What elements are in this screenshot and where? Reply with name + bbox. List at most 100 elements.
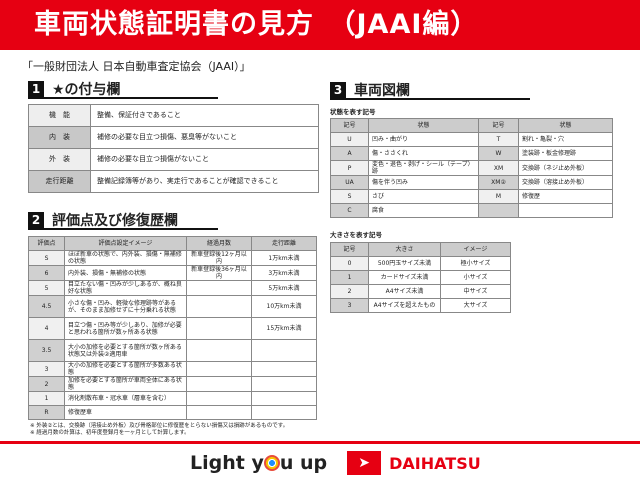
table-cell: 2 [330,284,369,299]
section-number: 3 [330,81,346,98]
table-cell: U [330,132,369,147]
table-cell: 中サイズ [440,284,511,299]
table-cell: 機 能 [28,104,91,127]
table-cell: 新車登録後12ヶ月以内 [186,250,252,266]
table-cell: 15万km未満 [251,317,317,340]
section-3-heading: 3 車両図欄 [330,81,530,100]
table-row: 5 目立たない傷・凹みが少しあるが、概ね良好な状態 5万km未満 [28,280,317,296]
table-cell: 5 [28,280,65,296]
table-cell: XM [478,160,519,176]
table-cell: 塗装跡・板金修理跡 [518,146,613,161]
star-criteria-table: 機 能整備、保証付きであること内 装補修の必要な目立つ損傷、悪臭等がないこと外 … [28,104,319,193]
table-cell [518,203,613,218]
table-cell: M [478,189,519,204]
table-cell [251,391,317,406]
daihatsu-mark-icon: ➤ [347,451,382,475]
table-cell: 5万km未満 [251,280,317,296]
size-symbols-label: 大きさを表す記号 [330,231,382,239]
table-row: 2 A4サイズ未満 中サイズ [330,284,511,299]
size-symbols-table: 記号 大きさ イメージ 0 500円玉サイズ未満 極小サイズ 1 カードサイズ未満 小サイズ 2 A… [330,242,511,313]
table-cell: T [478,132,519,147]
table-cell: 走行距離 [28,170,91,193]
table-cell: 10万km未満 [251,295,317,318]
table-cell: XM② [478,175,519,190]
table-cell: カードサイズ未満 [368,270,441,285]
page-title: 車両状態証明書の見方 （JAAI編） [0,0,640,50]
table-row: 1 カードサイズ未満 小サイズ [330,270,511,285]
table-cell [186,339,252,362]
footnotes: ※ 外装②とは、交換跡（溶接止め外板）及び骨格部位に修復歴をとらない損傷又は損跡… [30,423,288,437]
table-cell: 整備記録簿等があり、実走行であることが確認できること [90,170,319,193]
table-cell: 小サイズ [440,270,511,285]
table-cell: R [28,405,65,420]
table-cell: S [28,250,65,266]
table-cell [186,280,252,296]
footnote: ※ 経過月数の計算は、初年度登録月を一ヶ月として計算します。 [30,430,190,436]
table-row: U 凹み・曲がり T 割れ・亀裂・穴 [330,132,613,147]
table-row: R 修復歴車 [28,405,317,420]
table-row: S さび M 修復歴 [330,189,613,204]
header-row: 評価点 評価点設定イメージ 経過月数 走行距離 [28,236,317,251]
table-row: UA 傷を伴う凹み XM② 交換跡（溶接止め外板） [330,175,613,190]
table-cell: A4サイズを超えたもの [368,298,441,313]
column-header: 記号 [330,118,369,133]
table-cell: UA [330,175,369,190]
table-row: P 変色・退色・剥げ・シール（テープ）跡 XM 交換跡（ネジ止め外板） [330,160,613,176]
table-cell: 3 [330,298,369,313]
table-cell [251,361,317,377]
condition-symbols-table: 記号 状態 記号 状態 U 凹み・曲がり T 割れ・亀裂・穴 A 傷・ささくれ W 塗装跡・板金修理跡… [330,118,613,218]
table-cell [186,405,252,420]
section-title: 車両図欄 [354,82,410,99]
column-header: 記号 [330,242,369,257]
table-row: 3 大小の加修を必要とする箇所が多数ある状態 [28,361,317,377]
table-row: 外 装補修の必要な目立つ損傷がないこと [28,148,319,171]
table-row: C 腐食 [330,203,613,218]
table-cell: 交換跡（溶接止め外板） [518,175,613,190]
column-header: 状態 [368,118,479,133]
table-cell: 補修の必要な目立つ損傷がないこと [90,148,319,171]
table-cell: 大小の加修を必要とする箇所が多数ある状態 [64,361,187,377]
table-row: 内 装補修の必要な目立つ損傷、悪臭等がないこと [28,126,319,149]
table-cell: 割れ・亀裂・穴 [518,132,613,147]
table-cell: 極小サイズ [440,256,511,271]
condition-symbols-label: 状態を表す記号 [330,108,376,116]
section-1-heading: 1 ★の付与欄 [28,80,218,99]
table-cell [251,405,317,420]
table-cell: 小さな傷・凹み、軽微な修理跡等があるが、そのまま加修せずに十分乗れる状態 [64,295,187,318]
organization-name: 「一般財団法人 日本自動車査定協会（JAAI）」 [22,60,251,73]
table-cell: 1 [28,391,65,406]
evaluation-table: 評価点 評価点設定イメージ 経過月数 走行距離 S ほぼ新車の状態で、内外装、損傷・無補修… [28,236,317,420]
section-2-heading: 2 評価点及び修復歴欄 [28,211,218,230]
table-cell [186,391,252,406]
table-cell: 目立つ傷・凹み等が少しあり、加修が必要と思われる箇所が数ヶ所ある状態 [64,317,187,340]
section-number: 1 [28,80,44,97]
table-cell: S [330,189,369,204]
header-row: 記号 状態 記号 状態 [330,118,613,133]
table-cell: 加修を必要とする箇所が車両全体にある状態 [64,376,187,392]
ring-icon [263,455,280,471]
table-cell: 1万km未満 [251,250,317,266]
section-title: ★の付与欄 [52,81,121,98]
table-row: S ほぼ新車の状態で、内外装、損傷・無補修の状態 新車登録後12ヶ月以内 1万km未満 [28,250,317,266]
table-row: 1 消化剤散布車・冠水車（層車を含む） [28,391,317,406]
table-cell: 3 [28,361,65,377]
divider [0,441,640,444]
column-header: 評価点 [28,236,65,251]
table-cell [186,295,252,318]
brand-name: DAIHATSU [389,453,481,473]
table-cell: 内 装 [28,126,91,149]
table-cell: 消化剤散布車・冠水車（層車を含む） [64,391,187,406]
table-cell [186,376,252,392]
column-header: 経過月数 [186,236,252,251]
table-cell: C [330,203,369,218]
table-cell: 3万km未満 [251,265,317,281]
table-cell: 4 [28,317,65,340]
table-cell: 凹み・曲がり [368,132,479,147]
table-cell: W [478,146,519,161]
table-cell: 4.5 [28,295,65,318]
table-cell: A4サイズ未満 [368,284,441,299]
table-row: 機 能整備、保証付きであること [28,104,319,127]
table-row: 4 目立つ傷・凹み等が少しあり、加修が必要と思われる箇所が数ヶ所ある状態 15万km… [28,317,317,340]
